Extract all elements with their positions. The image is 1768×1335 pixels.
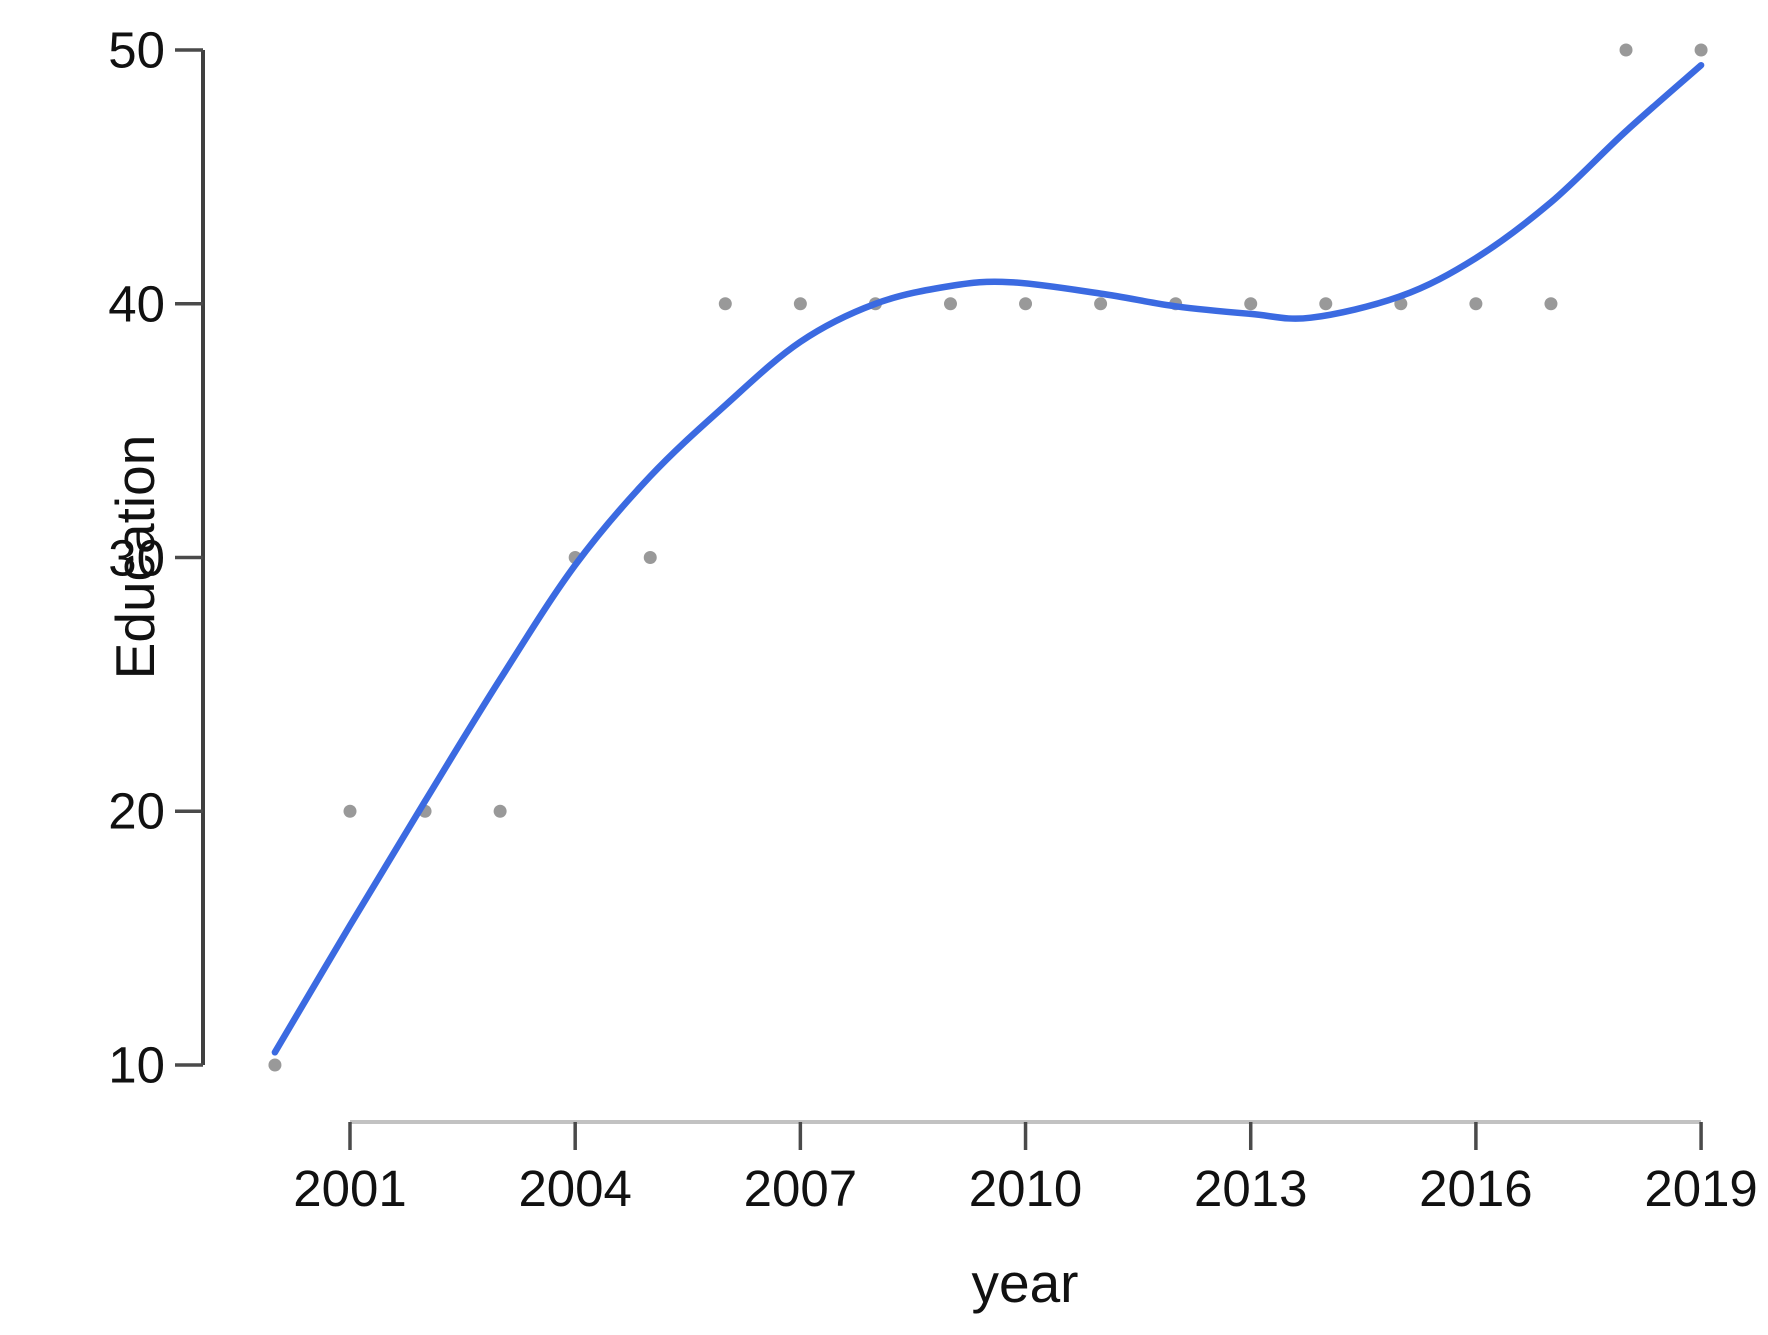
data-point xyxy=(1094,297,1108,311)
data-point xyxy=(343,804,357,818)
x-tick-label: 2013 xyxy=(1193,1160,1308,1217)
data-point xyxy=(493,804,507,818)
data-point xyxy=(268,1058,282,1072)
data-point xyxy=(1319,297,1333,311)
x-tick-label: 2010 xyxy=(968,1160,1083,1217)
data-point xyxy=(1469,297,1483,311)
y-tick-label: 40 xyxy=(108,275,165,333)
data-point xyxy=(1019,297,1033,311)
x-tick-label: 2016 xyxy=(1419,1160,1533,1217)
data-point xyxy=(1619,43,1633,57)
data-point xyxy=(718,297,732,311)
data-point xyxy=(1544,297,1558,311)
y-tick-label: 20 xyxy=(108,782,165,840)
data-point xyxy=(643,551,657,564)
x-tick-label: 2007 xyxy=(743,1160,858,1217)
x-axis-title: year xyxy=(971,1252,1079,1314)
data-point xyxy=(943,297,957,311)
data-point xyxy=(1244,297,1258,311)
data-point xyxy=(793,297,807,311)
data-point xyxy=(1694,43,1708,57)
y-tick-label: 30 xyxy=(108,529,165,586)
y-tick-label: 10 xyxy=(108,1036,165,1094)
y-tick-label: 50 xyxy=(108,21,165,79)
loess-fit-line xyxy=(271,61,1705,1056)
x-tick-label: 2004 xyxy=(518,1160,632,1217)
x-tick-label: 2001 xyxy=(293,1160,407,1217)
x-tick-label: 2019 xyxy=(1644,1160,1758,1217)
